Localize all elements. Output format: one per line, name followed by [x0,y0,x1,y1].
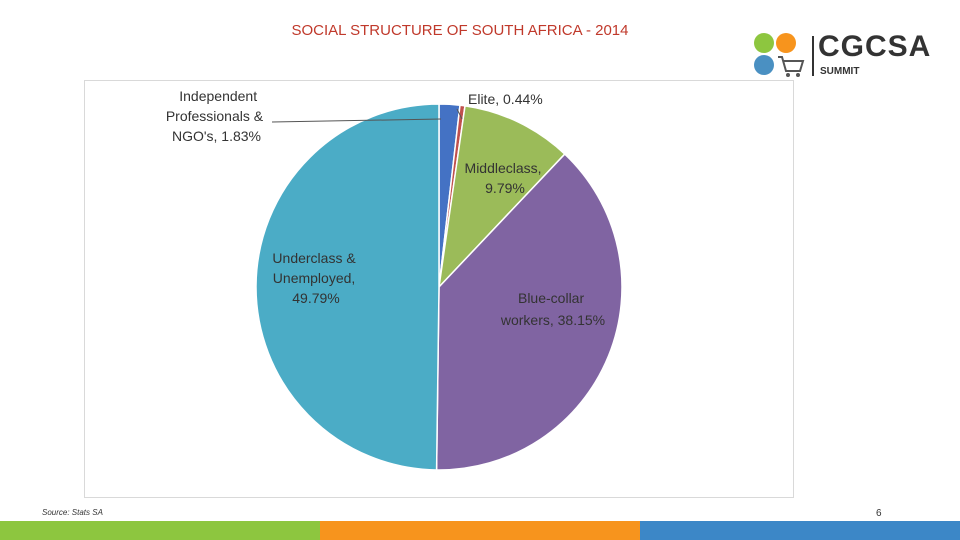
footer-bar-green [0,521,320,540]
slice-label-underclass-line1: Underclass & [272,250,356,266]
slice-label-independent-line3: NGO's, 1.83% [172,128,261,144]
slice-label-underclass-line2: Unemployed, [273,270,356,286]
pie-slice-middleclass [437,105,566,290]
pie-slice-blue-collar [435,153,623,471]
slice-label-independent-line1: Independent [179,88,257,104]
footer-bar-blue [640,521,960,540]
chart-frame: Independent Professionals & NGO's, 1.83%… [84,80,794,498]
slice-label-blue-collar-line2: workers, 38.15% [500,312,605,328]
slice-label-blue-collar-line1: Blue-collar [518,290,584,306]
source-note: Source: Stats SA [42,508,103,517]
logo-mark-icon [754,33,805,77]
cgcsa-logo: CGCSA SUMMIT [752,30,942,82]
slice-label-independent: Independent Professionals & NGO's, 1.83% [166,88,267,144]
slice-label-elite-line1: Elite, 0.44% [468,91,543,107]
footer-bar-orange [320,521,640,540]
pie-slices [255,103,623,471]
leader-line-elite [456,108,463,120]
page-number: 6 [876,508,882,519]
logo-subtitle: SUMMIT [820,66,860,77]
slice-label-independent-line2: Professionals & [166,108,264,124]
leader-line-independent [271,118,442,123]
pie-chart: Independent Professionals & NGO's, 1.83%… [166,88,623,471]
pie-labels: Independent Professionals & NGO's, 1.83%… [166,88,605,328]
slice-label-middleclass-line1: Middleclass, [465,160,542,176]
logo-divider [812,36,814,76]
slice-label-elite: Elite, 0.44% [468,91,543,107]
logo-wordmark: CGCSA [818,30,932,63]
slice-label-underclass: Underclass & Unemployed, 49.79% [272,250,359,306]
slice-label-blue-collar: Blue-collar workers, 38.15% [500,290,605,328]
slice-label-underclass-line3: 49.79% [292,290,339,306]
pie-slice-underclass [255,103,440,471]
slice-label-middleclass: Middleclass, 9.79% [465,160,546,196]
slide-title: SOCIAL STRUCTURE OF SOUTH AFRICA - 2014 [291,22,629,39]
slice-label-middleclass-line2: 9.79% [485,180,525,196]
